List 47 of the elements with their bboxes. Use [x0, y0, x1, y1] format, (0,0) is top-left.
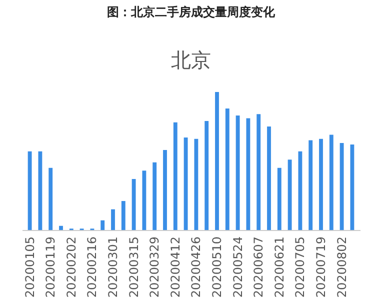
- bar: [329, 134, 334, 230]
- bar: [204, 120, 209, 230]
- x-tick-label: 20200510: [210, 236, 224, 298]
- bar: [173, 122, 178, 230]
- x-tick-label: 20200105: [22, 236, 37, 298]
- x-tick-label: 20200202: [64, 236, 78, 298]
- x-tick-label: 20200426: [189, 236, 204, 298]
- x-tick-label: 20200412: [168, 236, 182, 298]
- bar: [121, 201, 126, 230]
- bar: [28, 151, 32, 230]
- bar: [225, 108, 230, 230]
- chart-title: 图：北京二手房成交量周度变化: [107, 5, 276, 19]
- x-tick-label: 20200301: [106, 236, 120, 298]
- chart-subtitle: 北京: [171, 48, 211, 72]
- x-tick-label: 20200621: [272, 236, 286, 298]
- bar: [350, 144, 354, 230]
- bar: [38, 151, 42, 230]
- bar: [246, 118, 250, 230]
- bar: [256, 114, 261, 230]
- x-tick-label: 20200607: [252, 236, 266, 298]
- x-tick-label: 20200524: [230, 236, 245, 298]
- bar: [298, 151, 302, 230]
- x-tick-label: 20200705: [293, 236, 308, 298]
- bar: [319, 138, 323, 230]
- x-tick-label: 20200719: [314, 236, 328, 298]
- bar: [132, 178, 136, 230]
- x-tick-label: 20200802: [334, 236, 349, 298]
- bar: [236, 115, 240, 230]
- bar: [288, 160, 292, 230]
- bar: [340, 143, 344, 230]
- bar: [277, 168, 282, 230]
- bar: [100, 220, 105, 230]
- bar: [215, 92, 219, 230]
- bar: [184, 138, 188, 230]
- bar: [194, 138, 198, 230]
- x-tick-label: 20200329: [148, 236, 162, 298]
- bar: [59, 226, 63, 230]
- bar: [48, 168, 53, 230]
- bar: [152, 162, 157, 230]
- bar: [308, 140, 313, 230]
- x-tick-label: 20200216: [85, 236, 100, 298]
- bar: [142, 170, 146, 230]
- x-tick-label: 20200315: [126, 236, 141, 298]
- bar: [163, 150, 167, 230]
- bar: [267, 126, 271, 230]
- bar: [111, 209, 115, 230]
- x-tick-label: 20200119: [44, 236, 58, 298]
